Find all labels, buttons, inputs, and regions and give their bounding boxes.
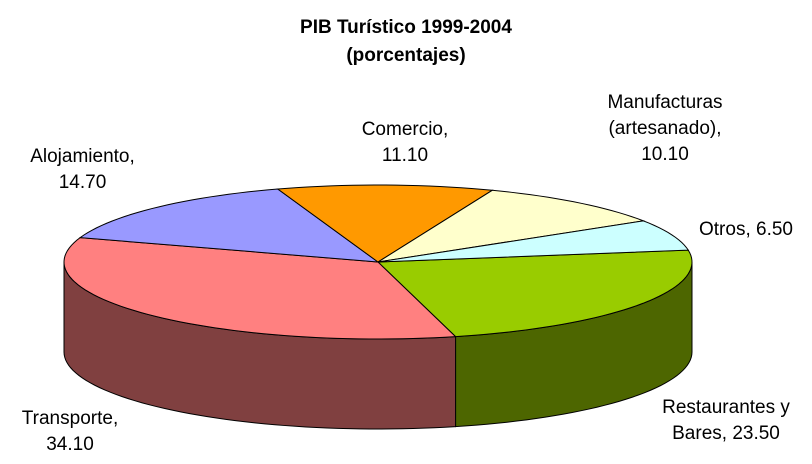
chart-subtitle: (porcentajes) bbox=[346, 45, 466, 66]
label-category: Otros bbox=[699, 219, 746, 240]
slice bbox=[276, 184, 494, 263]
label-category: Transporte bbox=[21, 408, 113, 429]
label-category: Manufacturas (artesanado) bbox=[607, 92, 723, 139]
slice bbox=[376, 249, 693, 338]
data-label: Transporte, 34.10 bbox=[5, 406, 135, 458]
label-value: 10.10 bbox=[641, 144, 689, 165]
chart-title: PIB Turístico 1999-2004 bbox=[300, 17, 512, 38]
label-category: Restaurantes y Bares bbox=[662, 397, 790, 444]
label-separator: , bbox=[716, 118, 722, 139]
data-label: Comercio, 11.10 bbox=[340, 117, 470, 169]
slice bbox=[377, 189, 646, 263]
slice bbox=[78, 188, 380, 263]
slice bbox=[377, 220, 690, 263]
data-label: Alojamiento, 14.70 bbox=[5, 144, 160, 196]
label-value: 23.50 bbox=[732, 423, 780, 444]
label-separator: , bbox=[112, 408, 119, 429]
label-value: 34.10 bbox=[46, 434, 94, 455]
data-label: Manufacturas (artesanado), 10.10 bbox=[585, 90, 745, 168]
label-separator: , bbox=[721, 423, 728, 444]
label-separator: , bbox=[443, 119, 449, 140]
label-value: 6.50 bbox=[756, 219, 793, 240]
label-separator: , bbox=[745, 219, 751, 240]
label-value: 14.70 bbox=[58, 172, 107, 193]
label-category: Comercio bbox=[361, 119, 444, 140]
label-separator: , bbox=[129, 146, 135, 167]
data-label: Otros, 6.50 bbox=[680, 217, 812, 243]
slice bbox=[63, 237, 457, 340]
label-value: 11.10 bbox=[381, 145, 429, 166]
label-category: Alojamiento bbox=[30, 146, 130, 167]
data-label: Restaurantes y Bares, 23.50 bbox=[640, 395, 812, 447]
